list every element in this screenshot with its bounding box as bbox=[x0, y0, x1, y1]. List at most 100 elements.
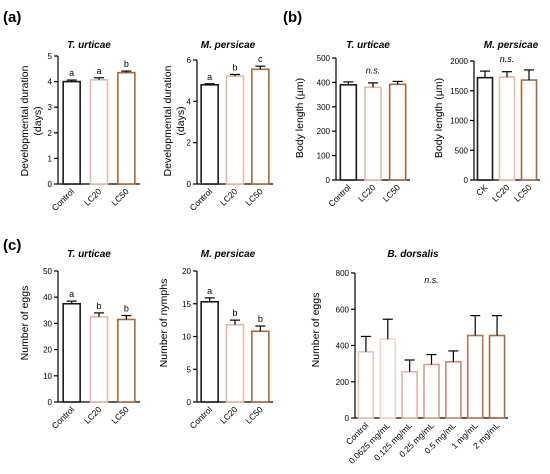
chart-c2-ytick-label: 20 bbox=[182, 267, 191, 276]
chart-b2-ytick-label: 500 bbox=[455, 146, 469, 155]
chart-c2-significance-label: a bbox=[207, 286, 212, 296]
chart-c3-ytick-label: 600 bbox=[336, 305, 350, 314]
chart-b2-ytick-label: 1500 bbox=[450, 87, 468, 96]
chart-c1-xtick-label: LC50 bbox=[109, 404, 131, 426]
chart-c2-bar bbox=[225, 323, 245, 403]
chart-c2-significance-label: b bbox=[232, 308, 237, 318]
chart-b1-xtick-label: LC50 bbox=[381, 182, 403, 204]
chart-c2-bar bbox=[200, 300, 219, 403]
chart-b1-ytick-label: 300 bbox=[317, 103, 331, 112]
chart-a2-ytick-label: 2 bbox=[187, 139, 192, 148]
chart-c2-ytick-label: 10 bbox=[182, 333, 191, 342]
chart-b2-xtick-label: LC50 bbox=[512, 182, 534, 204]
chart-b1-bar bbox=[364, 86, 382, 181]
chart-c1-ytick-label: 0 bbox=[48, 398, 53, 407]
chart-b1-xtick-label: Control bbox=[326, 182, 353, 209]
chart-a1-ytick-label: 3 bbox=[48, 103, 53, 112]
chart-b1-ytick-label: 100 bbox=[317, 152, 331, 161]
chart-a2-ylabel-line1: Developmental duration bbox=[162, 65, 174, 176]
chart-a1-xtick-label: LC50 bbox=[109, 186, 131, 208]
chart-c2-bar bbox=[251, 330, 270, 403]
chart-b2-bar bbox=[476, 76, 494, 181]
chart-a2-plot: 0 2 4 6 a Control b LC20 c LC50 bbox=[187, 54, 273, 213]
chart-c1-ytick-label: 10 bbox=[43, 372, 52, 381]
chart-b2-xtick-label: LC20 bbox=[490, 182, 512, 204]
chart-c3-ytick-label: 800 bbox=[336, 269, 350, 278]
chart-a2-ylabel-line2: (days) bbox=[175, 106, 187, 135]
chart-c2-ylabel: Number of nymphs bbox=[158, 279, 170, 368]
chart-b1-title: T. urticae bbox=[346, 40, 390, 51]
chart-b1-plot: 0 100 200 300 400 500 Control LC20 LC50 n.s. bbox=[317, 54, 410, 209]
panel-letter-a: (a) bbox=[3, 9, 21, 26]
chart-c1-ytick-label: 30 bbox=[43, 319, 52, 328]
chart-c2-ytick-label: 5 bbox=[187, 365, 192, 374]
chart-a2-significance-label: c bbox=[258, 54, 263, 64]
chart-a1-bar bbox=[117, 71, 136, 185]
chart-b1-bar bbox=[388, 83, 407, 181]
chart-b2-bar bbox=[498, 76, 516, 181]
chart-c3-bd-eggs: B. dorsalis Number of eggs 0 200 400 600 800… bbox=[310, 249, 508, 466]
chart-c3-ytick-label: 400 bbox=[336, 342, 350, 351]
chart-a1-ytick-label: 4 bbox=[48, 78, 53, 87]
chart-c3-significance-note: n.s. bbox=[424, 275, 439, 285]
chart-b2-plot: 0 500 1000 1500 2000 CK LC20 LC50 n.s. bbox=[450, 54, 540, 204]
chart-c3-bar bbox=[466, 334, 484, 419]
chart-a1-ylabel-line1: Developmental duration bbox=[19, 65, 31, 176]
chart-b1-bar bbox=[339, 84, 358, 181]
chart-b2-ylabel: Body length (µm) bbox=[433, 78, 445, 158]
chart-c1-xtick-label: Control bbox=[50, 404, 77, 431]
chart-c1-tu-eggs: T. urticae Number of eggs 0 10 20 30 40 50 a Co… bbox=[19, 249, 140, 431]
chart-c2-xtick-label: LC50 bbox=[243, 404, 265, 426]
chart-c2-ytick-label: 0 bbox=[187, 398, 192, 407]
chart-b2-ytick-label: 0 bbox=[464, 176, 469, 185]
chart-b1-ylabel: Body length (µm) bbox=[294, 78, 306, 158]
chart-a2-xtick-label: LC50 bbox=[243, 186, 265, 208]
chart-c3-bar bbox=[379, 338, 397, 419]
chart-c3-ytick-label: 200 bbox=[336, 378, 350, 387]
chart-a2-significance-label: b bbox=[232, 62, 237, 72]
chart-c3-ylabel: Number of eggs bbox=[310, 293, 322, 368]
chart-a1-significance-label: a bbox=[69, 68, 74, 78]
chart-c1-bar bbox=[89, 316, 109, 403]
chart-c1-significance-label: b bbox=[124, 304, 129, 314]
chart-a1-xtick-label: LC20 bbox=[82, 186, 104, 208]
chart-c1-significance-label: b bbox=[96, 301, 101, 311]
chart-b1-tu-body-length: T. urticae Body length (µm) 0 100 200 300 40… bbox=[294, 40, 410, 209]
chart-a2-title: M. persicae bbox=[201, 40, 256, 51]
chart-c1-ytick-label: 50 bbox=[43, 267, 52, 276]
chart-c2-title: M. persicae bbox=[201, 249, 256, 260]
chart-a2-mp-duration: M. persicae Developmental duration (days… bbox=[162, 40, 273, 213]
panel-letter-c: (c) bbox=[3, 237, 21, 254]
chart-b2-significance-note: n.s. bbox=[500, 54, 515, 64]
chart-c3-bar bbox=[445, 361, 462, 419]
chart-c1-xtick-label: LC20 bbox=[82, 404, 104, 426]
chart-c1-significance-label: a bbox=[69, 289, 74, 299]
chart-c3-bar bbox=[423, 363, 440, 419]
chart-a1-ytick-label: 0 bbox=[48, 180, 53, 189]
chart-a2-bar bbox=[251, 68, 270, 185]
chart-a1-significance-label: b bbox=[124, 59, 129, 69]
chart-a1-xtick-label: Control bbox=[50, 186, 77, 213]
chart-c2-xtick-label: Control bbox=[188, 404, 215, 431]
chart-a2-xtick-label: LC20 bbox=[218, 186, 240, 208]
chart-c2-mp-nymphs: M. persicae Number of nymphs 0 5 10 15 20 a Co… bbox=[158, 249, 273, 431]
chart-a2-bar bbox=[200, 84, 219, 185]
chart-b2-xtick-label: CK bbox=[474, 182, 490, 198]
chart-c1-bar bbox=[62, 302, 81, 403]
chart-a2-bar bbox=[225, 75, 245, 185]
chart-c3-ytick-label: 0 bbox=[345, 414, 350, 423]
chart-c1-ytick-label: 40 bbox=[43, 293, 52, 302]
chart-b2-ytick-label: 2000 bbox=[450, 57, 468, 66]
chart-a2-ytick-label: 0 bbox=[187, 180, 192, 189]
chart-a1-bar bbox=[89, 79, 109, 185]
chart-c1-ylabel: Number of eggs bbox=[19, 286, 31, 361]
chart-b2-bar bbox=[520, 79, 538, 181]
chart-a2-significance-label: a bbox=[207, 72, 212, 82]
chart-a2-xtick-label: Control bbox=[188, 186, 215, 213]
chart-c1-title: T. urticae bbox=[67, 249, 111, 260]
chart-a1-title: T. urticae bbox=[67, 40, 111, 51]
chart-a1-ytick-label: 1 bbox=[48, 154, 53, 163]
panel-letter-b: (b) bbox=[283, 9, 302, 26]
